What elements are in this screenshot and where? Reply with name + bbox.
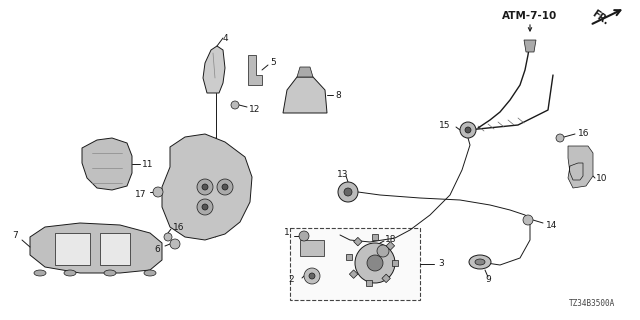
Circle shape	[367, 255, 383, 271]
Text: 4: 4	[222, 34, 228, 43]
Circle shape	[202, 204, 208, 210]
Polygon shape	[203, 46, 225, 93]
Text: 9: 9	[485, 276, 491, 284]
Ellipse shape	[34, 270, 46, 276]
Text: 10: 10	[596, 173, 607, 182]
Text: 2: 2	[289, 276, 294, 284]
Text: 16: 16	[173, 222, 184, 231]
Text: 1: 1	[284, 228, 290, 236]
Circle shape	[460, 122, 476, 138]
Ellipse shape	[469, 255, 491, 269]
Circle shape	[164, 233, 172, 241]
Text: 3: 3	[438, 260, 444, 268]
Bar	[392, 260, 398, 266]
Bar	[349, 270, 358, 278]
Bar	[290, 228, 420, 300]
Ellipse shape	[64, 270, 76, 276]
Circle shape	[377, 245, 389, 257]
Bar	[100, 233, 130, 265]
Circle shape	[197, 179, 213, 195]
Text: 12: 12	[249, 105, 260, 114]
Text: 6: 6	[154, 244, 160, 253]
Circle shape	[299, 231, 309, 241]
Text: TZ34B3500A: TZ34B3500A	[569, 299, 615, 308]
Circle shape	[170, 239, 180, 249]
Bar	[366, 280, 372, 286]
Polygon shape	[524, 40, 536, 52]
Circle shape	[309, 273, 315, 279]
Ellipse shape	[475, 259, 485, 265]
Bar	[346, 254, 352, 260]
Bar	[382, 274, 390, 283]
Text: FR.: FR.	[589, 9, 611, 27]
Polygon shape	[283, 77, 327, 113]
Bar	[354, 237, 362, 246]
Circle shape	[523, 215, 533, 225]
Bar	[372, 234, 378, 240]
Text: 14: 14	[546, 220, 557, 229]
Circle shape	[217, 179, 233, 195]
Polygon shape	[568, 146, 593, 188]
Bar	[386, 242, 395, 250]
Ellipse shape	[104, 270, 116, 276]
Text: 7: 7	[12, 230, 18, 239]
Circle shape	[153, 187, 163, 197]
Polygon shape	[162, 134, 252, 240]
Text: 5: 5	[270, 58, 276, 67]
Polygon shape	[82, 138, 132, 190]
Text: 11: 11	[142, 159, 154, 169]
Text: 8: 8	[335, 91, 340, 100]
Polygon shape	[30, 223, 162, 273]
Circle shape	[231, 101, 239, 109]
Circle shape	[355, 243, 395, 283]
Circle shape	[222, 184, 228, 190]
Text: 13: 13	[337, 170, 349, 179]
Circle shape	[338, 182, 358, 202]
Ellipse shape	[144, 270, 156, 276]
Circle shape	[344, 188, 352, 196]
Polygon shape	[297, 67, 313, 77]
Text: ATM-7-10: ATM-7-10	[502, 11, 557, 21]
Text: 16: 16	[578, 129, 589, 138]
Circle shape	[304, 268, 320, 284]
Circle shape	[202, 184, 208, 190]
Text: 17: 17	[134, 189, 146, 198]
Bar	[300, 240, 324, 256]
Circle shape	[556, 134, 564, 142]
Bar	[55, 233, 90, 265]
Text: 18: 18	[385, 235, 397, 244]
Text: 15: 15	[438, 121, 450, 130]
Polygon shape	[248, 55, 262, 85]
Circle shape	[197, 199, 213, 215]
Circle shape	[465, 127, 471, 133]
